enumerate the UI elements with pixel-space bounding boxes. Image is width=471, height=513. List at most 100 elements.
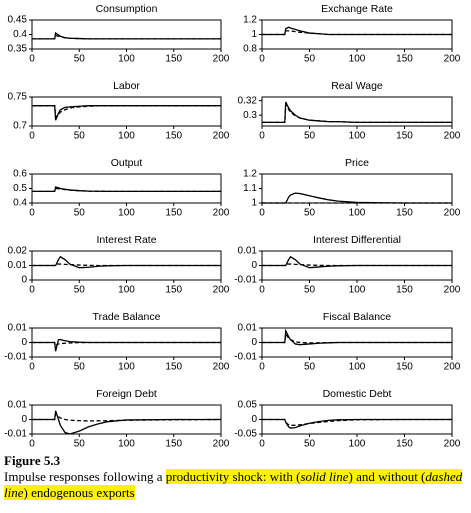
y-tick-label: -0.01 <box>234 275 257 286</box>
x-tick-label: 150 <box>165 285 182 296</box>
x-tick-label: 150 <box>396 131 413 142</box>
x-tick-label: 100 <box>118 54 135 65</box>
x-tick-label: 50 <box>74 54 86 65</box>
line-series <box>262 255 452 269</box>
x-tick-label: 0 <box>29 285 35 296</box>
y-tick-label: 0.02 <box>8 246 28 257</box>
line-series <box>262 328 452 346</box>
line-series <box>32 186 221 193</box>
chart-title: Trade Balance <box>93 311 161 323</box>
caption-part: productivity shock: with ( <box>165 469 301 484</box>
y-tick-label: 0.01 <box>8 260 28 271</box>
line-series <box>262 30 452 36</box>
x-tick-label: 0 <box>29 131 35 142</box>
caption-part: ) and without ( <box>348 469 426 484</box>
x-tick-label: 0 <box>259 208 265 219</box>
y-tick-label: 0.01 <box>8 323 28 334</box>
x-tick-label: 100 <box>349 208 366 219</box>
y-tick-label: -0.01 <box>234 352 257 363</box>
line-series <box>32 341 221 347</box>
caption-part: ) endogenous exports <box>23 485 135 500</box>
line-series <box>32 263 221 267</box>
y-tick-label: 0.5 <box>13 183 27 194</box>
x-tick-label: 50 <box>304 208 316 219</box>
line-series <box>262 418 452 429</box>
y-tick-label: 0 <box>21 337 27 348</box>
x-tick-label: 50 <box>74 362 86 373</box>
y-tick-label: 0.6 <box>13 169 27 180</box>
y-tick-label: 0.45 <box>8 15 28 26</box>
x-tick-label: 50 <box>74 439 86 450</box>
x-tick-label: 150 <box>396 54 413 65</box>
x-tick-label: 150 <box>165 439 182 450</box>
x-tick-label: 0 <box>259 54 265 65</box>
chart-title: Labor <box>113 80 140 92</box>
x-tick-label: 150 <box>165 54 182 65</box>
line-series <box>262 101 452 124</box>
x-tick-label: 50 <box>304 285 316 296</box>
x-tick-label: 100 <box>118 208 135 219</box>
x-tick-label: 150 <box>396 439 413 450</box>
x-tick-label: 200 <box>444 131 461 142</box>
x-tick-label: 0 <box>29 208 35 219</box>
x-tick-label: 50 <box>304 131 316 142</box>
chart-title: Exchange Rate <box>321 3 393 15</box>
x-tick-label: 0 <box>259 285 265 296</box>
chart-title: Consumption <box>96 3 158 15</box>
x-tick-label: 200 <box>444 285 461 296</box>
x-tick-label: 50 <box>74 131 86 142</box>
x-tick-label: 100 <box>118 362 135 373</box>
line-series <box>32 338 221 352</box>
line-series <box>262 331 452 344</box>
line-series <box>262 263 452 267</box>
x-tick-label: 100 <box>118 439 135 450</box>
y-tick-label: 0 <box>21 275 27 286</box>
x-tick-label: 100 <box>118 285 135 296</box>
x-tick-label: 50 <box>74 208 86 219</box>
y-tick-label: 1 <box>251 29 257 40</box>
x-tick-label: 200 <box>444 439 461 450</box>
x-tick-label: 150 <box>396 285 413 296</box>
chart-title: Fiscal Balance <box>323 311 391 323</box>
y-tick-label: -0.01 <box>4 352 27 363</box>
caption: Figure 5.3 Impulse responses following a … <box>4 453 466 501</box>
x-tick-label: 200 <box>444 54 461 65</box>
x-tick-label: 100 <box>349 285 366 296</box>
y-tick-label: 0.05 <box>238 400 258 411</box>
y-tick-label: 0.32 <box>238 95 258 106</box>
y-tick-label: 1.2 <box>243 169 257 180</box>
x-tick-label: 150 <box>165 362 182 373</box>
x-tick-label: 50 <box>304 362 316 373</box>
x-tick-label: 150 <box>396 208 413 219</box>
y-tick-label: -0.05 <box>234 429 257 440</box>
chart-title: Interest Rate <box>96 234 156 246</box>
x-tick-label: 100 <box>349 131 366 142</box>
x-tick-label: 150 <box>165 208 182 219</box>
y-tick-label: 0 <box>251 414 257 425</box>
line-series <box>32 255 221 269</box>
y-tick-label: 0 <box>21 414 27 425</box>
line-series <box>32 412 222 422</box>
x-tick-label: 100 <box>349 54 366 65</box>
figure-label: Figure 5.3 <box>4 453 61 468</box>
line-series <box>32 34 221 40</box>
chart-title: Output <box>111 157 143 169</box>
x-tick-label: 50 <box>304 439 316 450</box>
x-tick-label: 200 <box>213 439 230 450</box>
plot-frame <box>31 19 222 50</box>
y-tick-label: 0.75 <box>8 92 28 103</box>
line-series <box>262 192 452 204</box>
y-tick-label: 0.35 <box>8 44 28 55</box>
y-tick-label: 0.01 <box>238 323 258 334</box>
x-tick-label: 0 <box>29 54 35 65</box>
x-tick-label: 0 <box>259 362 265 373</box>
line-series <box>262 26 452 36</box>
x-tick-label: 100 <box>349 362 366 373</box>
y-tick-label: 0 <box>251 260 257 271</box>
chart-title: Price <box>345 157 369 169</box>
y-tick-label: 0.4 <box>13 198 27 209</box>
y-tick-label: 0 <box>251 337 257 348</box>
y-tick-label: 1.2 <box>243 15 257 26</box>
caption-text: Impulse responses following a productivi… <box>4 469 463 500</box>
